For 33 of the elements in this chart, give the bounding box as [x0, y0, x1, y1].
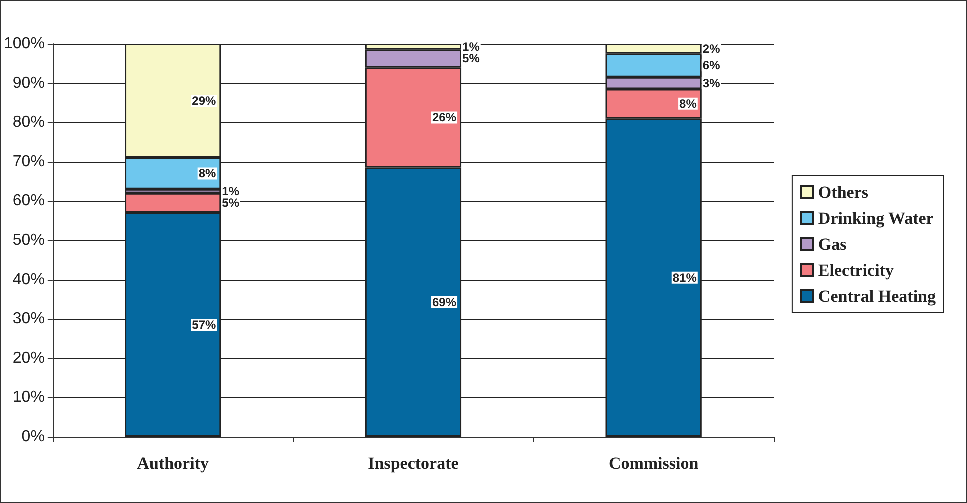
- y-tick-label: 50%: [12, 232, 45, 249]
- data-label: 29%: [192, 94, 216, 108]
- data-label: 6%: [702, 58, 721, 73]
- data-label: 8%: [198, 166, 217, 181]
- y-tick-label: 10%: [12, 389, 45, 406]
- data-label: 1%: [222, 184, 240, 198]
- data-label: 81%: [672, 270, 698, 285]
- x-tick-label: Commission: [608, 454, 700, 473]
- data-label: 3%: [702, 76, 721, 90]
- legend-label: Central Heating: [818, 287, 936, 306]
- y-tick-label: 70%: [12, 153, 45, 170]
- y-tick-label: 30%: [12, 310, 45, 328]
- y-tick-label: 60%: [12, 192, 45, 210]
- data-label: 8%: [680, 96, 698, 111]
- legend-label: Drinking Water: [818, 209, 934, 228]
- y-tick-label: 80%: [12, 114, 45, 132]
- data-label: 5%: [222, 196, 240, 210]
- y-tick-label: 100%: [4, 36, 45, 52]
- y-tick-label: 20%: [12, 350, 45, 367]
- data-label: 69%: [432, 295, 457, 310]
- data-label: 26%: [432, 110, 457, 125]
- y-tick-label: 90%: [12, 74, 45, 92]
- data-label: 2%: [702, 42, 721, 56]
- data-label: 5%: [462, 52, 480, 66]
- legend-label: Gas: [818, 235, 848, 254]
- data-label: 57%: [192, 318, 216, 332]
- legend-label: Others: [818, 183, 869, 202]
- data-label: 1%: [462, 40, 480, 54]
- y-tick-label: 40%: [12, 271, 45, 288]
- y-tick-label: 0%: [22, 428, 45, 446]
- x-tick-label: Authority: [137, 454, 210, 473]
- legend-label: Electricity: [818, 261, 894, 280]
- x-tick-label: Inspectorate: [368, 454, 460, 473]
